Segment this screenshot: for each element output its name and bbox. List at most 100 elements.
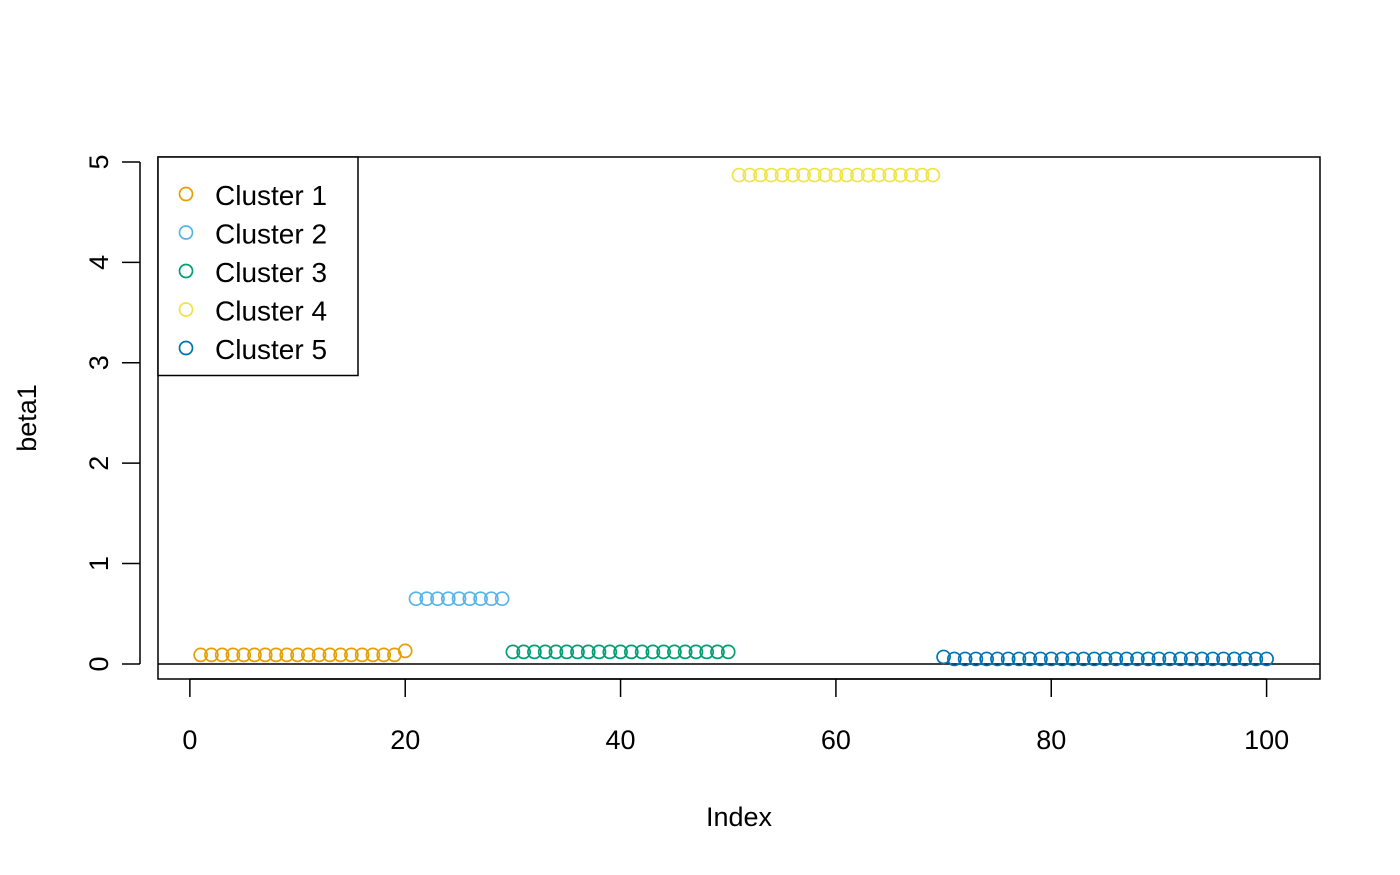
data-point — [1011, 651, 1027, 667]
data-point — [1237, 651, 1253, 667]
data-point — [893, 167, 908, 183]
data-point — [710, 644, 725, 660]
data-point — [365, 647, 381, 663]
data-point — [268, 647, 284, 663]
data-point — [602, 644, 618, 660]
data-point — [225, 647, 241, 663]
legend-entry: Cluster 1 — [215, 180, 327, 211]
data-point — [1259, 651, 1274, 667]
data-point — [333, 647, 348, 663]
data-point — [1054, 651, 1070, 667]
data-point — [785, 167, 801, 183]
data-point — [753, 167, 768, 183]
data-point — [839, 167, 855, 183]
data-point — [1097, 651, 1113, 667]
data-point — [516, 644, 532, 660]
legend-marker — [178, 263, 194, 279]
data-point — [494, 591, 510, 607]
legend-entry: Cluster 4 — [215, 296, 327, 327]
data-point — [311, 647, 327, 663]
y-tick-label: 5 — [84, 155, 114, 170]
data-point — [871, 167, 887, 183]
data-point — [354, 647, 370, 663]
data-point — [903, 167, 919, 183]
data-point — [473, 591, 488, 607]
y-tick-label: 2 — [84, 456, 114, 471]
data-point — [322, 647, 338, 663]
data-point — [1205, 651, 1221, 667]
legend-marker — [178, 186, 194, 202]
legend-marker — [178, 340, 194, 356]
y-tick-label: 3 — [84, 355, 114, 370]
data-point — [290, 647, 305, 663]
x-tick-label: 80 — [1036, 725, 1066, 755]
y-axis: 0 1 2 3 4 5 — [84, 155, 141, 671]
data-point — [882, 167, 898, 183]
data-point — [1033, 651, 1048, 667]
data-point — [720, 644, 736, 660]
data-point — [1248, 651, 1264, 667]
data-point — [623, 644, 639, 660]
y-axis-label: beta1 — [12, 384, 42, 452]
data-point — [1183, 651, 1199, 667]
x-tick-label: 60 — [821, 725, 851, 755]
data-point — [1043, 651, 1059, 667]
data-point — [656, 644, 671, 660]
x-tick-label: 100 — [1244, 725, 1289, 755]
data-point — [1086, 651, 1102, 667]
data-point — [591, 644, 607, 660]
data-point — [968, 651, 984, 667]
data-point — [634, 644, 650, 660]
legend-marker — [178, 225, 194, 240]
data-point — [344, 647, 359, 663]
x-axis: 0 20 40 60 80 100 — [182, 678, 1289, 755]
y-tick-label: 1 — [84, 556, 114, 571]
data-point — [1076, 651, 1091, 667]
data-point — [860, 167, 876, 183]
y-tick-label: 4 — [84, 255, 114, 270]
data-point — [850, 167, 865, 183]
data-point — [613, 644, 628, 660]
data-point — [430, 591, 445, 607]
data-point — [1226, 651, 1242, 667]
data-point — [1000, 651, 1016, 667]
legend-entry: Cluster 3 — [215, 257, 327, 288]
data-point — [440, 591, 456, 607]
data-point — [419, 591, 435, 607]
data-point — [1130, 651, 1145, 667]
data-point — [451, 591, 467, 607]
data-point — [731, 167, 747, 183]
data-point — [1151, 651, 1167, 667]
legend: Cluster 1 Cluster 2 Cluster 3 Cluster 4 Clus… — [157, 156, 359, 377]
legend-entry: Cluster 5 — [215, 334, 327, 365]
data-point — [763, 167, 779, 183]
data-point — [1119, 651, 1134, 667]
data-point — [828, 167, 844, 183]
data-point — [300, 647, 316, 663]
data-point — [925, 167, 941, 183]
data-point — [807, 167, 822, 183]
data-point — [527, 644, 542, 660]
x-tick-label: 0 — [182, 725, 197, 755]
data-point — [397, 643, 413, 659]
x-axis-label: Index — [706, 802, 773, 832]
data-point — [484, 591, 499, 607]
data-point — [214, 647, 230, 663]
data-point — [537, 644, 553, 660]
data-point — [1194, 651, 1210, 667]
data-point — [548, 644, 564, 660]
data-point — [957, 651, 973, 667]
x-tick-label: 20 — [390, 725, 420, 755]
data-point — [1022, 651, 1038, 667]
data-point — [1108, 651, 1124, 667]
data-point — [570, 644, 585, 660]
data-point — [257, 647, 273, 663]
data-point — [1216, 651, 1231, 667]
data-point — [1162, 651, 1178, 667]
data-point — [462, 591, 478, 607]
data-point — [742, 167, 758, 183]
data-point — [699, 644, 715, 660]
data-point — [1173, 651, 1188, 667]
data-point — [376, 647, 392, 663]
